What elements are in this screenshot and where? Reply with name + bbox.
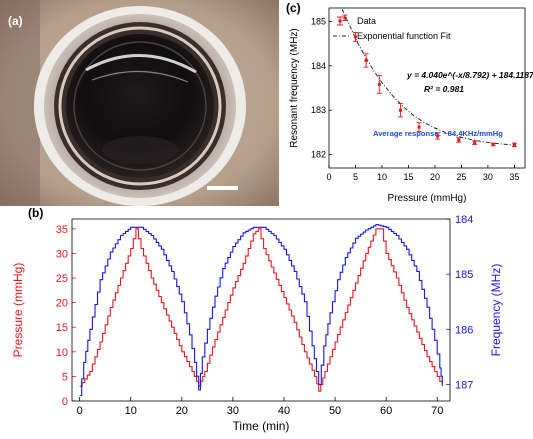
chart-b-xtick-label: 60 — [380, 405, 392, 417]
chart-c-frame — [328, 7, 526, 169]
chart-c-xtick-label: 25 — [456, 172, 466, 182]
chart-b-ytick-right-label: 185 — [455, 269, 473, 281]
chart-b-xtick-label: 30 — [227, 405, 239, 417]
chart-b-xtick-label: 10 — [125, 405, 137, 417]
panel-label-b: (b) — [28, 206, 43, 220]
chart-c-xtick-label: 5 — [353, 172, 358, 182]
chart-b-ytick-left-label: 0 — [62, 396, 68, 408]
chart-c-xlabel: Pressure (mmHg) — [388, 193, 467, 204]
data-point — [472, 140, 478, 145]
data-point — [363, 53, 369, 68]
chart-b-xtick-label: 50 — [329, 405, 341, 417]
average-response: Average response: ~84.4KHz/mmHg — [373, 129, 503, 138]
chart-b-ylabel-left: Pressure (mmHg) — [11, 263, 25, 358]
data-marker — [457, 138, 461, 142]
chart-b-ytick-left-label: 35 — [56, 224, 68, 236]
data-marker — [399, 108, 403, 112]
data-marker — [436, 134, 440, 138]
frequency-line — [79, 223, 443, 397]
data-marker — [512, 143, 516, 147]
chart-b-ylabel-right: Frequency (MHz) — [489, 264, 503, 357]
legend-data-marker — [338, 19, 342, 23]
data-point — [511, 142, 517, 148]
fit-r-squared: R² = 0.981 — [424, 84, 464, 94]
chart-c-ytick-label: 184 — [311, 61, 326, 71]
data-point — [376, 75, 382, 94]
data-point — [398, 103, 404, 118]
chart-c-ytick-label: 182 — [311, 150, 326, 160]
data-marker — [491, 142, 495, 146]
panel-label-a: (a) — [8, 14, 23, 28]
chart-c-ytick-label: 185 — [311, 16, 326, 26]
data-point — [456, 137, 462, 143]
scale-bar — [207, 186, 238, 190]
data-marker — [377, 82, 381, 86]
chart-b-ytick-left-label: 20 — [56, 298, 68, 310]
legend-data-label: Data — [357, 16, 376, 26]
chart-b-ytick-left-label: 10 — [56, 347, 68, 359]
data-marker — [473, 141, 477, 145]
chart-c-legend: Data Exponential function Fit — [333, 16, 451, 41]
chart-b-ytick-left-label: 25 — [56, 273, 68, 285]
legend-fit-label: Exponential function Fit — [357, 31, 451, 41]
fit-curve — [341, 9, 515, 146]
data-marker — [417, 125, 421, 129]
chart-b-ytick-right-label: 186 — [455, 324, 473, 336]
data-marker — [364, 58, 368, 62]
chart-c-xtick-label: 10 — [377, 172, 387, 182]
chart-c-xtick-label: 30 — [483, 172, 493, 182]
chart-b-xlabel: Time (min) — [233, 419, 290, 433]
chart-c-xtick-label: 15 — [403, 172, 413, 182]
eye-photo-illustration — [0, 0, 279, 206]
chart-c-ylabel: Resonant frequency (MHz) — [289, 28, 300, 148]
data-marker — [353, 35, 357, 39]
eye-photo: (a) — [0, 0, 279, 206]
data-point — [352, 31, 358, 42]
chart-c-xtick-label: 0 — [326, 172, 331, 182]
chart-b-ytick-right-label: 187 — [455, 379, 473, 391]
data-marker — [343, 16, 347, 20]
chart-b-ytick-left-label: 5 — [62, 371, 68, 383]
chart-c: (c) 0 5 10 15 20 25 30 35 182 183 184 185 Data Expo… — [279, 0, 533, 206]
chart-c-xtick-label: 35 — [509, 172, 519, 182]
panel-label-c: (c) — [286, 1, 301, 15]
data-point — [342, 14, 348, 21]
chart-c-svg: (c) 0 5 10 15 20 25 30 35 182 183 184 185 Data Expo… — [286, 1, 533, 204]
data-point — [435, 132, 441, 140]
chart-b-frame — [71, 218, 451, 402]
chart-b-xtick-label: 20 — [176, 405, 188, 417]
chart-b-ytick-left-label: 30 — [56, 248, 68, 260]
chart-b-xtick-label: 70 — [431, 405, 443, 417]
data-point — [490, 142, 496, 147]
chart-b-xtick-label: 0 — [77, 405, 83, 417]
chart-c-ytick-label: 183 — [311, 105, 326, 115]
pressure-line — [79, 228, 443, 392]
chart-b-xtick-label: 40 — [278, 405, 290, 417]
fit-equation: y = 4.040e^(-x/8.792) + 184.1187 — [406, 70, 533, 80]
chart-b-ytick-right-label: 184 — [455, 214, 473, 226]
chart-b: (b) 0 10 20 30 40 50 60 70 0 5 10 15 20 25 30 35 184 185 1… — [0, 206, 533, 434]
chart-b-svg: (b) 0 10 20 30 40 50 60 70 0 5 10 15 20 25 30 35 184 185 1… — [11, 206, 503, 433]
chart-b-ytick-left-label: 15 — [56, 322, 68, 334]
data-point — [416, 122, 422, 133]
chart-c-xtick-label: 20 — [430, 172, 440, 182]
